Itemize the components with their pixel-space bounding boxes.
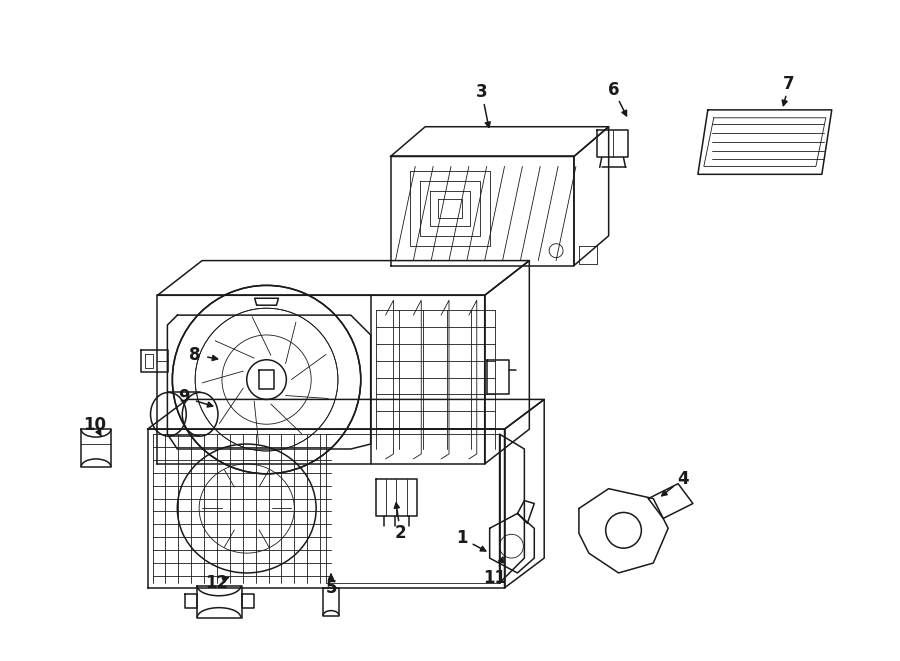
Text: 11: 11: [483, 569, 506, 587]
Polygon shape: [323, 588, 339, 615]
Polygon shape: [574, 127, 608, 266]
Text: 2: 2: [394, 524, 406, 542]
Polygon shape: [487, 360, 508, 395]
Polygon shape: [148, 399, 544, 429]
Polygon shape: [391, 127, 608, 157]
Polygon shape: [698, 110, 832, 175]
Text: 9: 9: [178, 389, 190, 407]
Text: 5: 5: [325, 579, 337, 597]
Polygon shape: [518, 500, 535, 524]
Polygon shape: [148, 429, 505, 588]
Text: 3: 3: [476, 83, 488, 101]
Text: 6: 6: [608, 81, 619, 99]
Polygon shape: [140, 350, 168, 371]
Text: 1: 1: [456, 529, 468, 547]
Polygon shape: [500, 434, 525, 583]
Polygon shape: [197, 586, 242, 617]
Polygon shape: [485, 260, 529, 464]
Polygon shape: [391, 157, 574, 266]
Polygon shape: [579, 488, 668, 573]
Polygon shape: [158, 295, 485, 464]
Text: 7: 7: [783, 75, 795, 93]
Text: 12: 12: [205, 574, 229, 592]
Polygon shape: [597, 130, 628, 157]
Text: 10: 10: [84, 416, 106, 434]
Polygon shape: [375, 479, 418, 516]
Polygon shape: [648, 484, 693, 518]
Polygon shape: [81, 429, 111, 467]
Text: 8: 8: [189, 346, 201, 364]
Polygon shape: [490, 514, 535, 573]
Polygon shape: [158, 260, 529, 295]
Polygon shape: [167, 315, 371, 449]
Text: 4: 4: [677, 470, 688, 488]
Polygon shape: [505, 399, 544, 588]
